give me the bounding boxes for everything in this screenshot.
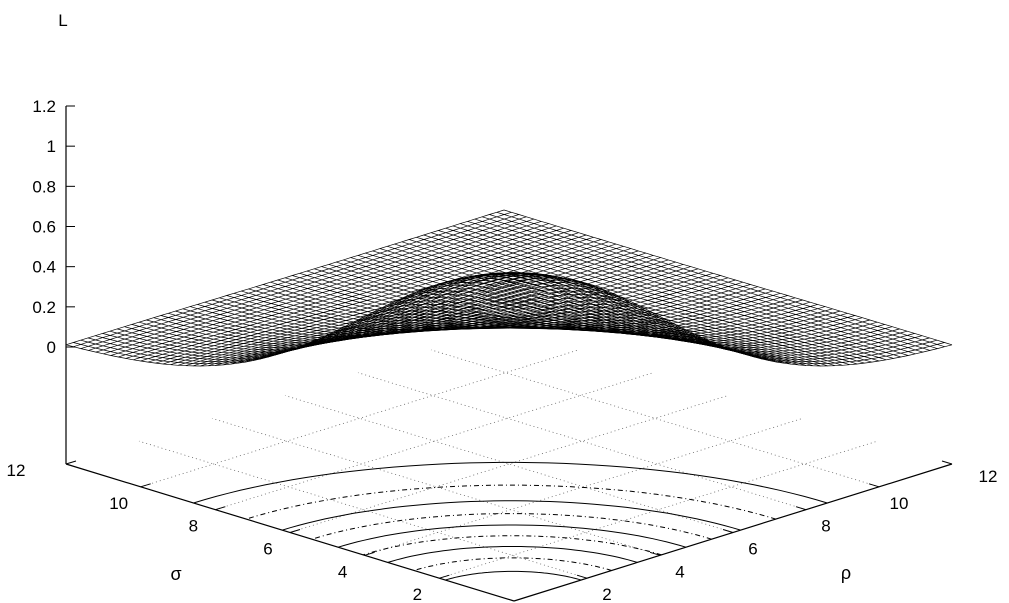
contour-line xyxy=(414,557,612,571)
contour-line xyxy=(193,461,828,504)
mesh-line-rho xyxy=(438,230,887,361)
mesh-line-rho xyxy=(255,286,704,339)
z-tick-label: 1.2 xyxy=(32,97,56,116)
grid-line-sigma xyxy=(364,417,803,556)
mesh-line-rho xyxy=(445,227,894,359)
z-tick-label: 0.4 xyxy=(32,258,56,277)
mesh-line-rho xyxy=(248,288,697,336)
mesh-line-rho xyxy=(379,248,829,367)
grid-line-sigma xyxy=(215,372,654,511)
sigma-tick-label: 6 xyxy=(263,540,272,559)
z-tick-label: 0.2 xyxy=(32,298,56,317)
mesh-line-rho xyxy=(270,281,719,346)
sigma-tick xyxy=(65,460,77,465)
contour-line xyxy=(445,570,582,581)
grid-line-rho xyxy=(284,395,734,533)
grid-line-rho xyxy=(430,349,880,488)
sigma-tick xyxy=(215,506,226,511)
rho-tick-label: 12 xyxy=(979,467,998,486)
mesh-line-sigma xyxy=(491,272,930,360)
mesh-line-rho xyxy=(153,282,602,343)
sigma-axis-label: σ xyxy=(170,564,181,584)
mesh-line-rho xyxy=(430,232,880,362)
mesh-line-rho xyxy=(182,293,631,338)
mesh-line-rho xyxy=(357,255,807,366)
sigma-axis: 2 4 6 8 10 12 xyxy=(7,460,450,603)
base-contours xyxy=(193,461,828,581)
sigma-tick-label: 10 xyxy=(109,494,128,513)
mesh-line-rho xyxy=(87,272,536,360)
mesh-line-rho xyxy=(365,252,814,367)
mesh-line-rho xyxy=(416,236,865,364)
surface-mesh xyxy=(65,209,953,367)
mesh-line-rho xyxy=(467,221,916,355)
contour-line xyxy=(282,500,741,531)
grid-line-sigma xyxy=(140,349,579,488)
sigma-tick-label: 2 xyxy=(413,585,422,603)
rho-tick-label: 4 xyxy=(675,562,684,581)
mesh-line-rho xyxy=(350,257,799,366)
sigma-tick-label: 4 xyxy=(338,562,347,581)
mesh-line-rho xyxy=(387,245,836,367)
z-tick-label: 0 xyxy=(47,338,56,357)
grid-line-sigma xyxy=(289,395,729,533)
z-axis-label: L xyxy=(58,11,67,30)
mesh-line-rho xyxy=(423,234,872,363)
grid-line-sigma xyxy=(439,440,878,579)
rho-tick xyxy=(868,483,880,488)
mesh-line-rho xyxy=(284,277,734,351)
rho-axis-label: ρ xyxy=(841,563,851,583)
mesh-line-rho xyxy=(131,275,580,348)
mesh-line-rho xyxy=(321,266,770,362)
sigma-tick xyxy=(439,574,450,579)
mesh-line-rho xyxy=(408,239,858,365)
mesh-line-rho xyxy=(95,272,544,358)
mesh-line-rho xyxy=(394,243,843,366)
rho-tick xyxy=(941,460,953,465)
contour-line xyxy=(338,524,687,548)
mesh-line-rho xyxy=(474,218,923,353)
mesh-line-rho xyxy=(496,211,945,348)
z-tick-label: 0.8 xyxy=(32,177,56,196)
contour-line xyxy=(387,546,638,563)
mesh-line-rho xyxy=(168,287,617,340)
rho-tick xyxy=(576,574,588,579)
sigma-tick xyxy=(364,551,375,556)
rho-tick xyxy=(649,551,661,556)
contour-line xyxy=(362,535,662,556)
z-tick-label: 0.6 xyxy=(32,218,56,237)
mesh-line-rho xyxy=(328,264,777,363)
mesh-line-sigma xyxy=(274,272,714,356)
rho-tick-label: 8 xyxy=(821,517,830,536)
mesh-line-rho xyxy=(503,209,953,346)
base-grid xyxy=(138,349,880,579)
contour-line xyxy=(245,484,777,520)
mesh-line-rho xyxy=(401,241,850,366)
mesh-line-rho xyxy=(263,284,712,342)
rho-axis: 2 4 6 8 10 12 xyxy=(576,460,998,603)
mesh-line-rho xyxy=(489,214,938,349)
mesh-line-rho xyxy=(343,259,792,365)
sigma-tick xyxy=(289,529,301,533)
mesh-line-rho xyxy=(452,225,902,358)
rho-tick-label: 10 xyxy=(890,494,909,513)
rho-tick xyxy=(722,529,734,533)
contour-line xyxy=(311,513,712,540)
sigma-tick-label: 8 xyxy=(189,517,198,536)
mesh-line-rho xyxy=(241,290,690,332)
mesh-line-rho xyxy=(460,223,909,356)
rho-tick-label: 6 xyxy=(748,540,757,559)
rho-tick xyxy=(795,506,807,511)
z-tick-label: 1 xyxy=(47,137,56,156)
sigma-tick-label: 12 xyxy=(7,461,26,480)
rho-tick-label: 2 xyxy=(602,585,611,603)
mesh-line-rho xyxy=(372,250,821,367)
mesh-line-rho xyxy=(336,261,785,364)
sigma-tick xyxy=(140,483,151,488)
mesh-line-rho xyxy=(481,216,931,351)
z-axis: 0 0.2 0.4 0.6 0.8 1 1.2 xyxy=(32,97,75,357)
grid-line-rho xyxy=(357,372,807,511)
